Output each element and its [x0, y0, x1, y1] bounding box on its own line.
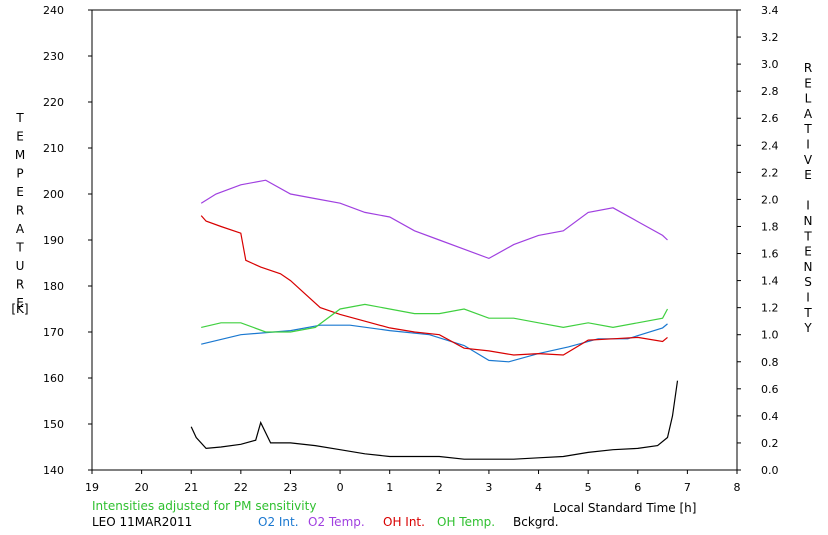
left-axis-letter: E [16, 185, 24, 199]
right-tick-label: 1.0 [761, 329, 779, 342]
right-tick-label: 0.8 [761, 356, 779, 369]
legend-oh-temp: OH Temp. [437, 515, 496, 529]
right-tick-label: 0.0 [761, 464, 779, 477]
left-axis-unit: [K] [11, 302, 28, 316]
x-axis: 19 20 21 22 23 0 1 2 3 4 5 6 7 8 [85, 470, 741, 494]
left-axis: 140 150 160 170 180 190 200 210 220 230 240 [43, 4, 92, 477]
plot-frame [91, 9, 738, 471]
right-axis-letter: L [805, 92, 812, 106]
right-axis-letter: N [804, 214, 813, 228]
left-tick-label: 240 [43, 4, 64, 17]
right-tick-label: 3.2 [761, 31, 779, 44]
series-oh-int [200, 215, 668, 356]
right-tick-label: 1.6 [761, 248, 779, 261]
right-axis-letter: I [806, 199, 810, 213]
xaxis-title: Local Standard Time [h] [553, 501, 697, 515]
series-o2-int [201, 323, 668, 363]
x-tick-label: 8 [734, 481, 741, 494]
left-axis-letter: T [15, 241, 24, 255]
x-tick-label: 0 [337, 481, 344, 494]
left-tick-label: 230 [43, 50, 64, 63]
left-tick-label: 150 [43, 418, 64, 431]
legend-o2-int: O2 Int. [258, 515, 299, 529]
right-tick-label: 2.6 [761, 112, 779, 125]
left-tick-label: 160 [43, 372, 64, 385]
left-axis-letter: U [16, 259, 25, 273]
x-tick-label: 20 [135, 481, 149, 494]
left-axis-letter: P [16, 167, 23, 181]
x-tick-label: 21 [184, 481, 198, 494]
right-tick-label: 3.0 [761, 58, 779, 71]
left-axis-letter: R [16, 204, 24, 218]
x-tick-label: 5 [585, 481, 592, 494]
right-axis-letter: I [806, 291, 810, 305]
left-tick-label: 210 [43, 142, 64, 155]
right-axis-letter: A [804, 107, 813, 121]
series-lines [190, 179, 679, 460]
right-axis-letter: Y [803, 321, 812, 335]
right-axis-letter: V [804, 153, 813, 167]
right-tick-label: 2.8 [761, 85, 779, 98]
legend-o2-temp: O2 Temp. [308, 515, 365, 529]
left-tick-label: 200 [43, 188, 64, 201]
right-axis-letter: N [804, 260, 813, 274]
x-tick-label: 23 [283, 481, 297, 494]
right-axis: 0.0 0.2 0.4 0.6 0.8 1.0 1.2 1.4 1.6 1.8 2.0 2.2 2.4 2… [737, 4, 779, 477]
right-tick-label: 2.4 [761, 139, 779, 152]
right-tick-label: 2.2 [761, 166, 779, 179]
right-axis-letter: E [804, 168, 812, 182]
right-axis-letter: T [803, 306, 812, 320]
legend-bckgrd: Bckgrd. [513, 515, 559, 529]
x-tick-label: 6 [634, 481, 641, 494]
x-tick-label: 7 [684, 481, 691, 494]
left-axis-letter: E [16, 130, 24, 144]
left-tick-label: 190 [43, 234, 64, 247]
series-bckgrd [190, 380, 679, 460]
pm-sensitivity-note: Intensities adjusted for PM sensitivity [92, 499, 317, 513]
left-axis-letter: T [15, 111, 24, 125]
right-tick-label: 1.8 [761, 220, 779, 233]
left-tick-label: 180 [43, 280, 64, 293]
right-tick-label: 1.2 [761, 302, 779, 315]
left-axis-letter: R [16, 278, 24, 292]
x-tick-label: 22 [234, 481, 248, 494]
left-tick-label: 170 [43, 326, 64, 339]
right-tick-label: 0.2 [761, 437, 779, 450]
legend-oh-int: OH Int. [383, 515, 425, 529]
right-tick-label: 2.0 [761, 193, 779, 206]
series-o2-temp [200, 179, 668, 260]
right-tick-label: 0.6 [761, 383, 779, 396]
x-tick-label: 3 [485, 481, 492, 494]
left-axis-letter: A [16, 222, 25, 236]
x-tick-label: 1 [386, 481, 393, 494]
right-axis-letter: R [804, 61, 812, 75]
left-axis-letter: M [15, 148, 25, 162]
left-axis-unit-text: [K] [11, 302, 28, 316]
right-tick-label: 3.4 [761, 4, 779, 17]
right-axis-letter: E [804, 76, 812, 90]
x-tick-label: 4 [535, 481, 542, 494]
left-tick-label: 140 [43, 464, 64, 477]
left-tick-label: 220 [43, 96, 64, 109]
right-axis-letter: E [804, 245, 812, 259]
x-tick-label: 19 [85, 481, 99, 494]
station-date-label: LEO 11MAR2011 [92, 515, 193, 529]
x-tick-label: 2 [436, 481, 443, 494]
right-axis-letter: I [806, 138, 810, 152]
right-tick-label: 1.4 [761, 275, 779, 288]
left-axis-letter: E [16, 296, 24, 310]
series-oh-temp [201, 303, 669, 333]
right-axis-letter: S [804, 275, 812, 289]
right-axis-letter: T [803, 229, 812, 243]
right-axis-letter: T [803, 122, 812, 136]
right-tick-label: 0.4 [761, 410, 779, 423]
